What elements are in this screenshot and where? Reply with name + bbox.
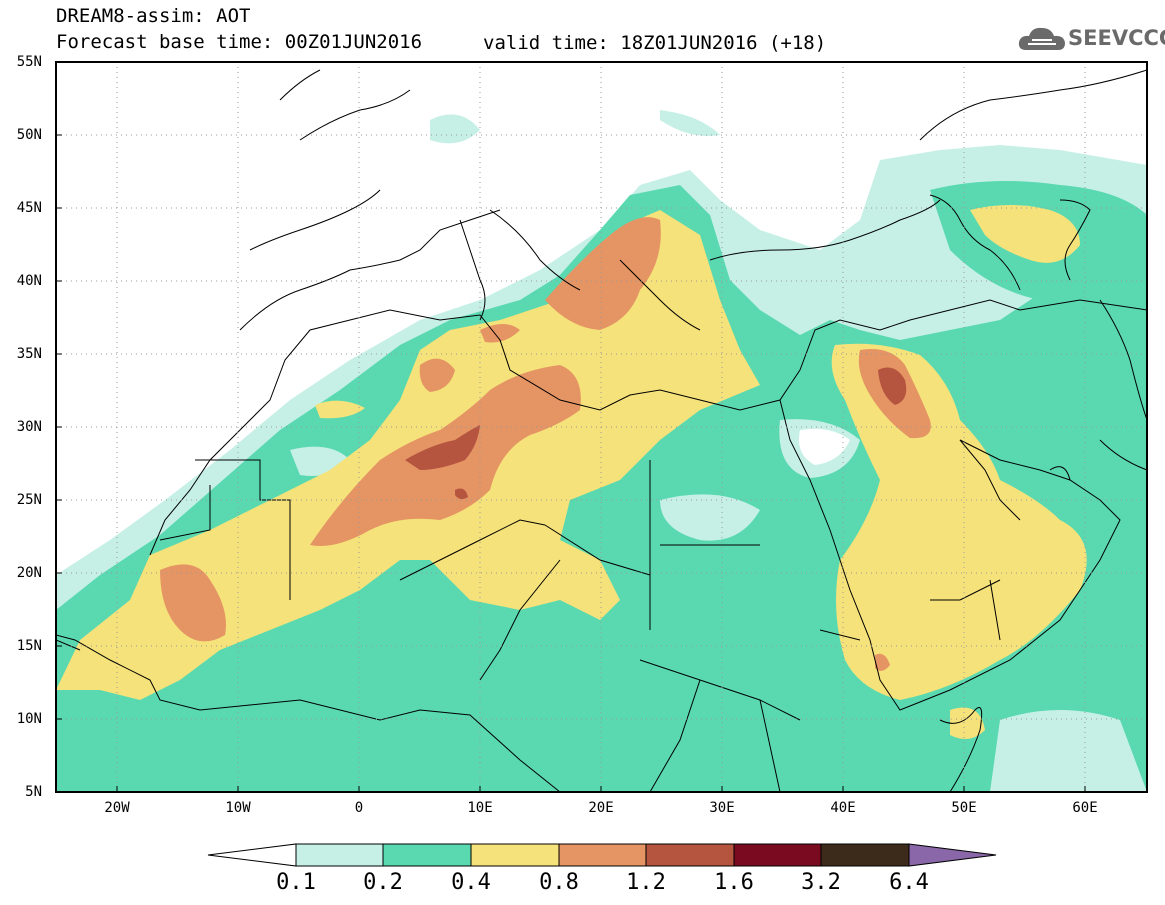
colorbar-label: 1.6 xyxy=(714,870,754,895)
y-tick-label: 5N xyxy=(25,784,42,800)
aot-shading xyxy=(56,110,1147,792)
colorbar-bin-3 xyxy=(470,843,560,867)
coastlines xyxy=(56,69,1147,792)
y-tick-label: 55N xyxy=(16,54,42,70)
colorbar xyxy=(207,843,997,867)
y-tick-label: 40N xyxy=(16,273,42,289)
y-tick-label: 20N xyxy=(16,565,42,581)
y-tick-label: 25N xyxy=(16,492,42,508)
forecast-base-time: Forecast base time: 00Z01JUN2016 xyxy=(56,31,423,53)
colorbar-label: 0.2 xyxy=(363,870,403,895)
x-tick-label: 10E xyxy=(467,800,493,816)
y-tick-label: 15N xyxy=(16,638,42,654)
colorbar-bin-2 xyxy=(382,843,472,867)
colorbar-bin-1 xyxy=(295,843,384,867)
colorbar-label: 0.8 xyxy=(539,870,579,895)
graticule xyxy=(56,62,1147,792)
x-tick-label: 50E xyxy=(951,800,977,816)
x-tick-label: 20E xyxy=(588,800,614,816)
colorbar-label: 0.1 xyxy=(276,870,316,895)
colorbar-over xyxy=(908,843,997,867)
colorbar-bin-5 xyxy=(645,843,735,867)
y-tick-label: 10N xyxy=(16,711,42,727)
y-tick-label: 45N xyxy=(16,200,42,216)
x-tick-label: 40E xyxy=(830,800,856,816)
x-tick-label: 10W xyxy=(225,800,251,816)
logo-text: SEEVCCC xyxy=(1068,26,1165,50)
colorbar-under xyxy=(207,843,297,867)
axis-ticks xyxy=(56,134,1086,792)
colorbar-label: 1.2 xyxy=(626,870,666,895)
colorbar-label: 0.4 xyxy=(451,870,491,895)
colorbar-bin-7 xyxy=(820,843,910,867)
colorbar-bin-6 xyxy=(733,843,822,867)
x-tick-label: 30E xyxy=(709,800,735,816)
y-tick-label: 50N xyxy=(16,127,42,143)
x-tick-label: 20W xyxy=(104,800,130,816)
y-tick-label: 30N xyxy=(16,419,42,435)
cloud-icon xyxy=(1018,27,1065,50)
y-tick-label: 35N xyxy=(16,346,42,362)
x-tick-label: 0 xyxy=(354,800,364,816)
colorbar-label: 3.2 xyxy=(801,870,841,895)
x-tick-label: 60E xyxy=(1072,800,1098,816)
map-title: DREAM8-assim: AOT xyxy=(56,5,251,27)
valid-time: valid time: 18Z01JUN2016 (+18) xyxy=(483,32,827,54)
colorbar-bin-4 xyxy=(558,843,647,867)
colorbar-label: 6.4 xyxy=(889,870,929,895)
